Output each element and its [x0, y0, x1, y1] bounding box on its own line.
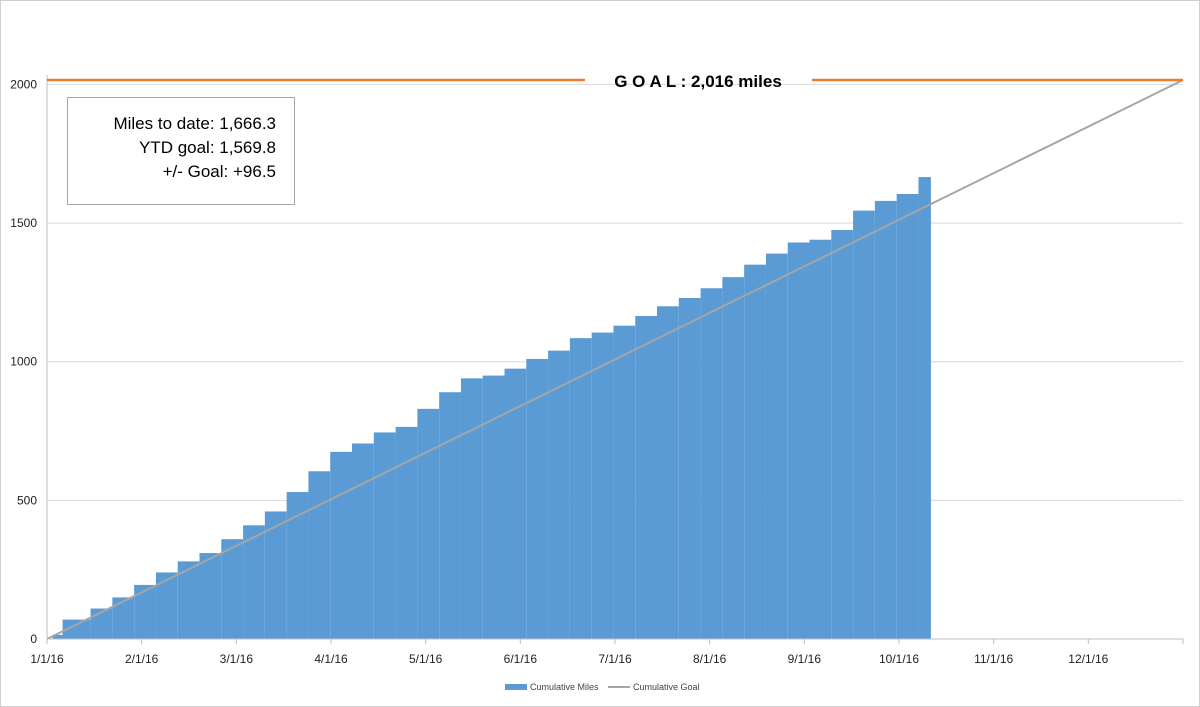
x-tick-label: 2/1/16: [125, 652, 159, 666]
miles-bar: [526, 358, 549, 639]
miles-bar: [155, 572, 178, 639]
miles-bar: [177, 561, 200, 639]
legend-label-cumulative-miles: Cumulative Miles: [530, 682, 599, 692]
goal-reference: G O A L : 2,016 miles: [47, 72, 1183, 91]
miles-to-date: Miles to date: 1,666.3: [113, 114, 276, 133]
miles-bar: [657, 306, 679, 639]
x-tick-label: 6/1/16: [504, 652, 538, 666]
x-tick-label: 4/1/16: [314, 652, 348, 666]
x-tick-label: 9/1/16: [788, 652, 822, 666]
miles-bar: [896, 193, 919, 639]
miles-bar: [918, 177, 931, 639]
miles-bar: [243, 525, 265, 639]
x-tick-label: 11/1/16: [974, 652, 1013, 666]
x-tick-label: 1/1/16: [30, 652, 64, 666]
miles-bar: [330, 451, 353, 639]
miles-bar: [417, 408, 440, 639]
goal-series-line: [46, 79, 1184, 640]
miles-bar: [874, 200, 897, 639]
plus-minus-goal: +/- Goal: +96.5: [162, 162, 276, 181]
miles-bar: [373, 432, 396, 639]
cumulative-goal-series: [46, 79, 1184, 640]
miles-bar: [722, 277, 745, 639]
x-tick-label: 3/1/16: [220, 652, 254, 666]
miles-bar: [482, 375, 505, 639]
legend-swatch-cumulative-miles: [505, 684, 527, 690]
miles-bar: [52, 634, 63, 639]
y-tick-label: 500: [17, 493, 37, 507]
y-tick-label: 2000: [10, 77, 37, 91]
x-tick-label: 5/1/16: [409, 652, 443, 666]
miles-bar: [504, 368, 527, 639]
x-tick-label: 8/1/16: [693, 652, 727, 666]
x-tick-label: 10/1/16: [879, 652, 919, 666]
miles-bar: [787, 242, 810, 639]
miles-bar: [199, 553, 222, 639]
goal-label: G O A L : 2,016 miles: [614, 72, 782, 91]
miles-bar: [548, 350, 570, 639]
miles-bar: [831, 230, 854, 639]
axes: 0 500 1000 1500 2000 1/1/16 2/1/16 3/1/16 4/1/16…: [10, 75, 1184, 666]
miles-bar: [700, 288, 723, 639]
x-tick-label: 12/1/16: [1068, 652, 1108, 666]
miles-bar: [591, 332, 614, 639]
miles-bar: [264, 511, 287, 639]
ytd-goal: YTD goal: 1,569.8: [138, 138, 276, 157]
miles-bar: [765, 253, 788, 639]
miles-bar: [613, 325, 636, 639]
stats-box: Miles to date: 1,666.3 YTD goal: 1,569.8…: [67, 97, 295, 205]
miles-bar: [569, 338, 592, 639]
miles-bar: [395, 426, 418, 639]
cumulative-miles-series: [52, 177, 931, 639]
miles-bar: [439, 392, 461, 639]
y-tick-label: 1500: [10, 216, 37, 230]
miles-bar: [90, 608, 113, 639]
miles-bar: [853, 210, 875, 639]
miles-bar: [221, 539, 244, 639]
legend-label-cumulative-goal: Cumulative Goal: [633, 682, 700, 692]
x-tick-label: 7/1/16: [598, 652, 632, 666]
miles-bar: [286, 492, 309, 639]
miles-bar: [112, 597, 135, 639]
miles-bar: [134, 584, 156, 639]
miles-bar: [460, 378, 483, 639]
miles-bar: [635, 315, 658, 639]
miles-bar: [62, 619, 91, 639]
miles-bar: [308, 471, 331, 639]
legend: Cumulative Miles Cumulative Goal: [505, 682, 700, 692]
y-tick-label: 0: [30, 632, 37, 646]
miles-bar: [809, 239, 832, 639]
miles-bar: [678, 297, 701, 639]
y-tick-label: 1000: [10, 355, 37, 369]
miles-bar: [744, 264, 766, 639]
miles-bar: [352, 443, 374, 639]
